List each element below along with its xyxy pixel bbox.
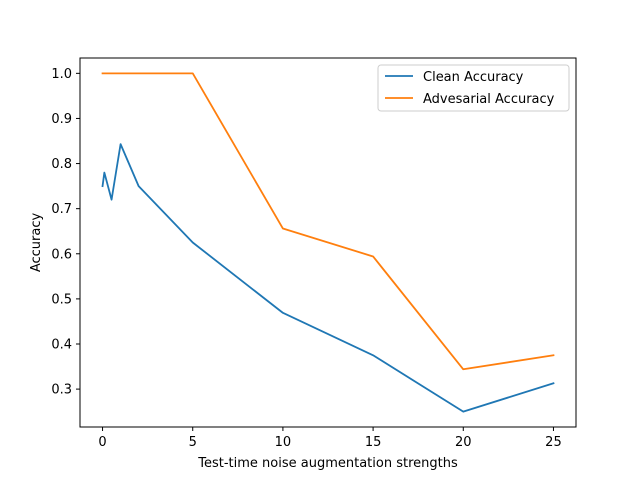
y-tick-label: 0.8 [51,157,72,172]
legend-entry-label: Clean Accuracy [423,70,524,85]
y-tick-label: 0.7 [51,202,72,217]
x-tick-label: 25 [545,435,562,450]
y-tick-label: 0.4 [51,337,72,352]
y-axis-label: Accuracy [29,213,44,273]
x-axis-label: Test-time noise augmentation strengths [197,456,458,471]
series-line-clean-accuracy [101,143,555,413]
axes-frame [79,57,577,428]
y-tick-label: 0.9 [51,112,72,127]
legend-entry-label: Advesarial Accuracy [423,92,555,107]
x-tick-label: 10 [275,435,292,450]
legend: Clean Accuracy Advesarial Accuracy [377,64,570,112]
x-tick-label: 20 [455,435,472,450]
x-tick-label: 5 [189,435,197,450]
x-tick-label: 15 [365,435,382,450]
y-tick-label: 0.6 [51,247,72,262]
legend-box [377,64,570,112]
series-line-adversarial-accuracy [101,72,555,371]
y-tick-label: 0.5 [51,292,72,307]
series-lines [101,72,555,413]
y-axis-ticks: 0.3 0.4 0.5 0.6 0.7 0.8 0.9 1.0 [51,67,80,398]
y-tick-label: 1.0 [51,67,72,82]
y-tick-label: 0.3 [51,383,72,398]
x-axis-ticks: 0 5 10 15 20 25 [98,427,562,450]
x-tick-label: 0 [98,435,106,450]
